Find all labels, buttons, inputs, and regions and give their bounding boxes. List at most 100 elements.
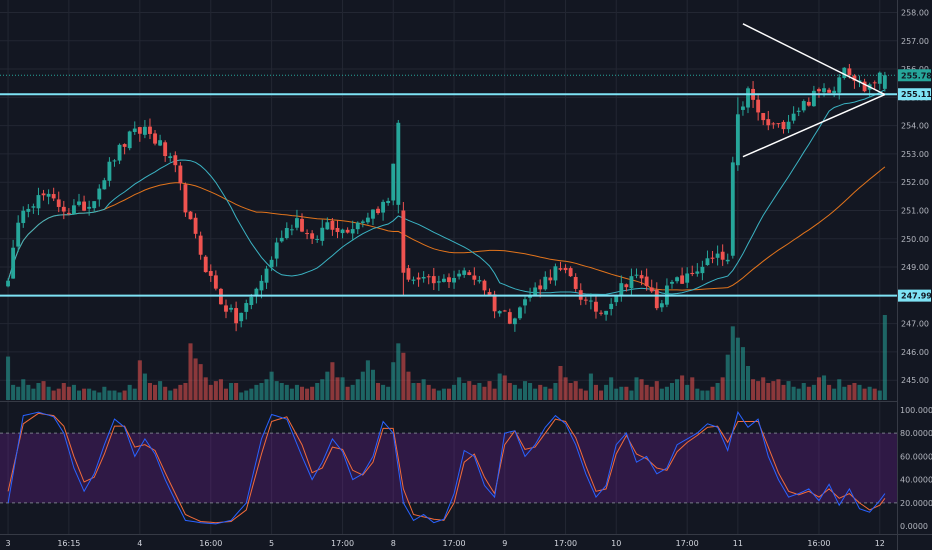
candle[interactable] — [827, 87, 832, 93]
candle[interactable] — [350, 220, 355, 241]
candle[interactable] — [705, 250, 710, 266]
candle[interactable] — [685, 267, 690, 289]
candle[interactable] — [264, 265, 269, 289]
candle[interactable] — [330, 217, 335, 236]
candle[interactable] — [168, 152, 173, 162]
candle[interactable] — [376, 206, 380, 215]
candle[interactable] — [877, 71, 882, 90]
candle[interactable] — [92, 201, 97, 213]
candle[interactable] — [695, 263, 700, 277]
candle[interactable] — [279, 230, 284, 243]
candle[interactable] — [213, 270, 218, 291]
candle[interactable] — [305, 229, 310, 240]
candle[interactable] — [97, 184, 102, 207]
candle[interactable] — [112, 159, 117, 167]
candle[interactable] — [690, 265, 695, 277]
candle[interactable] — [284, 222, 289, 240]
candle[interactable] — [558, 261, 563, 272]
candle[interactable] — [882, 71, 887, 92]
candle[interactable] — [639, 270, 644, 286]
candle[interactable] — [102, 177, 107, 190]
candle[interactable] — [325, 217, 330, 230]
candle[interactable] — [761, 112, 766, 126]
candle[interactable] — [791, 106, 796, 124]
candle[interactable] — [735, 97, 740, 171]
candle[interactable] — [77, 193, 81, 207]
candle[interactable] — [609, 298, 614, 316]
candle[interactable] — [289, 224, 294, 236]
candle[interactable] — [680, 267, 685, 284]
candle[interactable] — [675, 276, 679, 284]
candle[interactable] — [786, 114, 791, 134]
candle[interactable] — [16, 215, 21, 253]
candle[interactable] — [386, 197, 391, 206]
candle[interactable] — [158, 134, 163, 147]
candle[interactable] — [725, 253, 730, 265]
candle[interactable] — [173, 151, 178, 173]
candle[interactable] — [872, 80, 877, 90]
candle[interactable] — [163, 140, 168, 162]
candle[interactable] — [512, 317, 517, 332]
candle[interactable] — [87, 200, 92, 216]
candle[interactable] — [416, 272, 421, 287]
candle[interactable] — [203, 255, 208, 273]
candle[interactable] — [6, 278, 10, 288]
candle[interactable] — [345, 227, 350, 234]
candle[interactable] — [56, 191, 61, 213]
candle[interactable] — [66, 208, 71, 216]
candle[interactable] — [472, 267, 477, 286]
candle[interactable] — [462, 267, 467, 278]
candle[interactable] — [447, 273, 451, 288]
candle[interactable] — [720, 244, 725, 266]
candle[interactable] — [832, 86, 837, 97]
candle[interactable] — [371, 209, 375, 226]
candle[interactable] — [51, 187, 56, 202]
triangle-pattern[interactable] — [742, 23, 886, 158]
candle[interactable] — [300, 213, 304, 233]
candle[interactable] — [396, 119, 401, 214]
candle[interactable] — [381, 199, 386, 221]
candle[interactable] — [274, 237, 279, 267]
candle[interactable] — [224, 299, 228, 319]
candle[interactable] — [21, 206, 26, 228]
candle[interactable] — [502, 309, 507, 312]
candle[interactable] — [295, 209, 299, 231]
candle[interactable] — [467, 269, 472, 276]
candle[interactable] — [335, 220, 340, 239]
candle[interactable] — [365, 212, 370, 225]
candle[interactable] — [756, 94, 761, 121]
candle[interactable] — [436, 275, 441, 291]
candle[interactable] — [523, 296, 527, 314]
candle[interactable] — [198, 231, 203, 260]
candle[interactable] — [320, 219, 325, 246]
candle[interactable] — [852, 74, 857, 89]
candle[interactable] — [234, 301, 239, 332]
candle[interactable] — [670, 279, 674, 289]
candle[interactable] — [583, 296, 588, 305]
candle[interactable] — [426, 274, 431, 285]
candle[interactable] — [862, 78, 867, 93]
candle[interactable] — [771, 122, 776, 129]
candle[interactable] — [543, 271, 548, 291]
candle[interactable] — [741, 101, 745, 116]
candle[interactable] — [553, 263, 558, 286]
candle[interactable] — [137, 126, 142, 142]
candle[interactable] — [497, 310, 502, 317]
candle[interactable] — [148, 118, 152, 140]
candle[interactable] — [183, 182, 188, 217]
candle[interactable] — [766, 110, 771, 131]
candle[interactable] — [649, 279, 654, 293]
candle[interactable] — [117, 143, 122, 165]
candle[interactable] — [518, 306, 522, 320]
candle[interactable] — [239, 312, 244, 328]
candle[interactable] — [153, 130, 157, 146]
candle[interactable] — [715, 245, 720, 266]
horizontal-levels[interactable] — [0, 74, 897, 297]
triangle-line-1[interactable] — [742, 93, 886, 158]
candle[interactable] — [340, 228, 345, 239]
candle[interactable] — [244, 299, 249, 320]
candle[interactable] — [776, 123, 781, 128]
candle[interactable] — [452, 270, 456, 289]
candle[interactable] — [411, 276, 416, 285]
